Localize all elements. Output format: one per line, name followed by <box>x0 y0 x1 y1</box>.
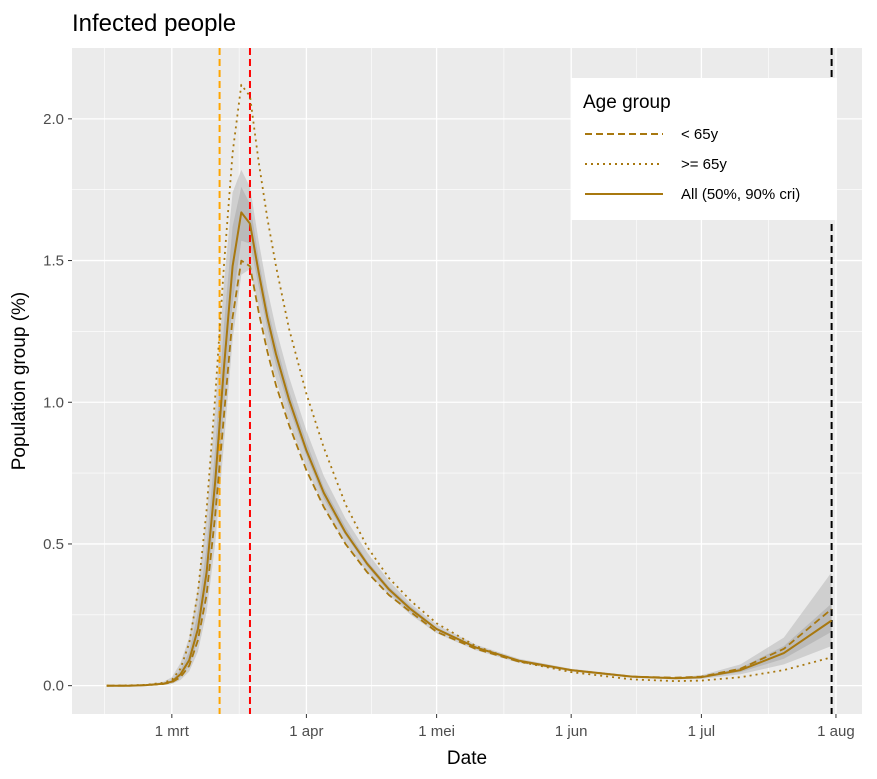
x-tick-label: 1 apr <box>289 723 323 740</box>
x-tick-label: 1 jun <box>555 723 588 740</box>
x-tick-label: 1 aug <box>817 723 855 740</box>
y-axis: 0.0 0.5 1.0 1.5 2.0 <box>43 111 72 695</box>
x-tick-label: 1 mei <box>418 723 455 740</box>
legend-label-0: < 65y <box>681 126 719 143</box>
y-tick-label: 2.0 <box>43 111 64 128</box>
legend-label-2: All (50%, 90% cri) <box>681 186 800 203</box>
series-line-1 <box>106 83 832 687</box>
legend-box <box>571 78 837 220</box>
y-axis-title: Population group (%) <box>9 292 30 471</box>
chart-title: Infected people <box>72 10 236 37</box>
series-line-2 <box>106 211 833 687</box>
legend-title: Age group <box>583 92 671 113</box>
x-tick-label: 1 jul <box>688 723 716 740</box>
series-lines <box>106 83 833 687</box>
y-tick-label: 0.5 <box>43 536 64 553</box>
legend-label-1: >= 65y <box>681 156 727 173</box>
x-axis: 1 mrt 1 apr 1 mei 1 jun 1 jul 1 aug <box>155 714 855 740</box>
x-axis-title: Date <box>447 748 487 769</box>
y-tick-label: 1.5 <box>43 253 64 270</box>
legend: Age group < 65y >= 65y All (50%, 90% cri) <box>571 78 837 220</box>
y-tick-label: 1.0 <box>43 394 64 411</box>
y-tick-label: 0.0 <box>43 678 64 695</box>
x-tick-label: 1 mrt <box>155 723 190 740</box>
